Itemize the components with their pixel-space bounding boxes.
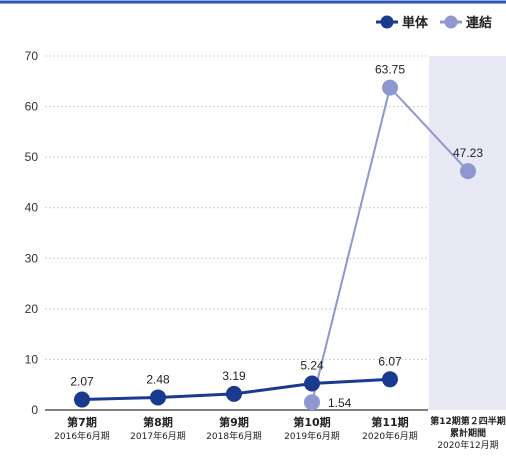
y-axis: 0 10 20 30 40 50 60 70: [25, 49, 39, 417]
x-tick-sublabel: 2020年12月期: [437, 439, 498, 451]
y-tick-label: 20: [25, 302, 39, 316]
y-tick-label: 30: [25, 251, 39, 265]
y-tick-label: 10: [25, 352, 39, 366]
x-tick-label: 第10期: [293, 415, 330, 429]
x-tick-sublabel: 2020年6月期: [362, 430, 418, 442]
y-tick-label: 70: [25, 49, 39, 63]
legend-swatch-marker: [380, 15, 394, 29]
x-tick-sublabel: 2017年6月期: [130, 430, 186, 442]
data-label: 2.48: [146, 372, 170, 386]
data-label: 6.07: [378, 354, 402, 368]
data-label: 1.54: [328, 396, 352, 410]
y-tick-label: 60: [25, 100, 39, 114]
x-tick-sublabel: 2018年6月期: [206, 430, 262, 442]
data-point: [304, 394, 320, 411]
data-point: [382, 371, 398, 388]
series-lines: [81, 85, 469, 403]
x-tick-label: 第11期: [371, 415, 408, 429]
data-point: [382, 79, 398, 96]
y-tick-label: 0: [31, 403, 38, 417]
legend-label: 連結: [466, 15, 492, 31]
data-point: [226, 385, 242, 402]
y-tick-label: 40: [25, 201, 39, 215]
data-point: [150, 389, 166, 406]
data-label: 47.23: [453, 146, 483, 160]
x-tick-sublabel: 2016年6月期: [54, 430, 110, 442]
y-tick-label: 50: [25, 150, 39, 164]
highlight-band: [429, 56, 506, 410]
grid: [45, 55, 428, 360]
data-label: 3.19: [222, 369, 246, 383]
series-points: [74, 79, 476, 411]
x-tick-sublabel: 2019年6月期: [284, 430, 340, 442]
legend-swatch-marker: [444, 15, 458, 29]
x-tick-label: 第9期: [219, 415, 249, 429]
x-tick-label: 第8期: [143, 415, 173, 429]
data-point: [304, 375, 320, 392]
x-tick-sublabel: 累計期間: [450, 427, 486, 439]
data-point: [74, 391, 90, 408]
legend-label: 単体: [402, 15, 429, 31]
legend: 単体 連結: [376, 15, 492, 31]
x-tick-label: 第7期: [67, 415, 97, 429]
data-point: [460, 163, 476, 180]
x-tick-sublabel: 第12期第２四半期: [430, 415, 506, 427]
data-label: 63.75: [375, 63, 405, 77]
data-label: 5.24: [300, 359, 324, 373]
data-label: 2.07: [70, 375, 94, 389]
data-labels: 2.07 2.48 3.19 5.24 6.07 1.54 63.75 47.23: [70, 63, 483, 411]
